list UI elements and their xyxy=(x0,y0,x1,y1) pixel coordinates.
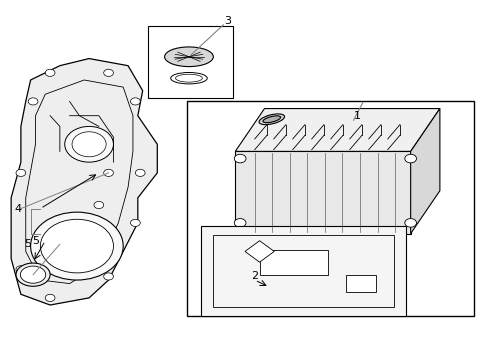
FancyBboxPatch shape xyxy=(187,102,474,316)
Circle shape xyxy=(30,212,123,280)
Polygon shape xyxy=(235,109,440,152)
FancyBboxPatch shape xyxy=(346,275,375,292)
Polygon shape xyxy=(411,109,440,234)
Circle shape xyxy=(16,266,26,273)
Polygon shape xyxy=(235,152,411,234)
FancyBboxPatch shape xyxy=(260,249,328,275)
Circle shape xyxy=(45,69,55,76)
Circle shape xyxy=(104,69,114,76)
Circle shape xyxy=(28,98,38,105)
Circle shape xyxy=(405,219,416,227)
Ellipse shape xyxy=(16,263,50,286)
Polygon shape xyxy=(11,59,157,305)
Circle shape xyxy=(405,154,416,163)
Circle shape xyxy=(130,219,140,226)
Polygon shape xyxy=(245,241,274,262)
Text: 2: 2 xyxy=(251,271,258,282)
Circle shape xyxy=(94,202,104,208)
Text: 1: 1 xyxy=(354,111,361,121)
Ellipse shape xyxy=(21,266,46,283)
Circle shape xyxy=(234,219,246,227)
Circle shape xyxy=(234,154,246,163)
Circle shape xyxy=(104,273,114,280)
Circle shape xyxy=(45,294,55,301)
FancyBboxPatch shape xyxy=(147,26,233,98)
Circle shape xyxy=(40,219,114,273)
Ellipse shape xyxy=(165,47,213,67)
Polygon shape xyxy=(201,226,406,316)
Circle shape xyxy=(104,169,114,176)
Ellipse shape xyxy=(259,114,285,125)
Circle shape xyxy=(72,132,106,157)
Text: 4: 4 xyxy=(15,203,22,213)
Text: 5: 5 xyxy=(32,236,39,246)
Ellipse shape xyxy=(263,116,281,123)
Circle shape xyxy=(135,169,145,176)
Circle shape xyxy=(130,98,140,105)
Text: 3: 3 xyxy=(224,16,231,26)
Circle shape xyxy=(16,169,26,176)
Text: 5: 5 xyxy=(24,239,32,249)
Circle shape xyxy=(65,126,114,162)
